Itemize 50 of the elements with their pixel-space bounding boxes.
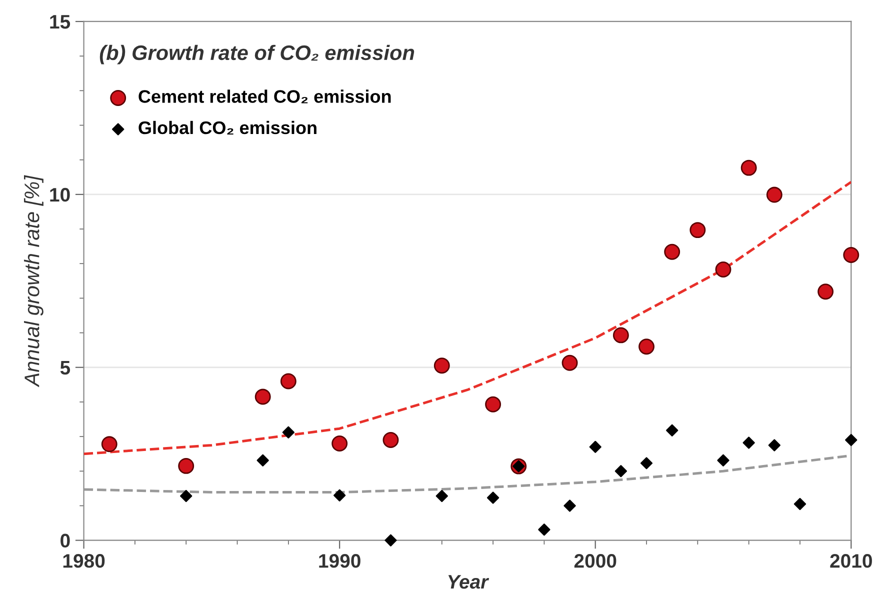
point <box>715 262 732 278</box>
legend-label: Global CO₂ emission <box>138 120 316 135</box>
point <box>564 500 576 512</box>
point <box>382 432 399 448</box>
point <box>180 490 192 502</box>
point <box>178 458 194 474</box>
x-axis-title: Year <box>448 575 490 589</box>
point <box>282 426 294 438</box>
point <box>717 454 730 466</box>
point <box>690 222 706 238</box>
point <box>256 454 269 466</box>
point <box>254 388 271 405</box>
point <box>742 436 755 449</box>
point <box>768 439 780 452</box>
point <box>843 246 860 263</box>
point <box>538 524 550 536</box>
point <box>332 435 348 452</box>
point <box>333 489 346 502</box>
point <box>666 424 678 436</box>
line-series <box>84 180 852 456</box>
point <box>794 498 806 510</box>
text: (b) Growth rate of CO₂ emission <box>100 44 414 64</box>
point <box>562 354 578 371</box>
y-axis-title: Annual growth rate [%] <box>24 175 44 388</box>
x-tick-label: 2000 <box>574 554 616 568</box>
x-tick-label: 1990 <box>319 554 360 568</box>
y-tick-label: 10 <box>50 188 70 202</box>
point <box>436 490 448 502</box>
point <box>818 284 834 300</box>
x-tick-label: 1980 <box>63 554 105 568</box>
point <box>612 327 629 344</box>
y-tick-label: 5 <box>60 361 70 375</box>
point <box>845 434 858 446</box>
point <box>638 338 654 355</box>
point <box>485 396 502 412</box>
point <box>384 534 397 546</box>
point <box>766 186 782 203</box>
y-tick-label: 15 <box>50 15 70 29</box>
point <box>740 160 757 176</box>
point <box>101 436 118 452</box>
legend-label: Cement related CO₂ emission <box>138 90 391 104</box>
point <box>614 465 627 478</box>
x-tick-label: 2010 <box>830 554 872 568</box>
point <box>664 244 680 260</box>
point <box>640 457 653 470</box>
point <box>589 440 602 454</box>
point <box>434 358 450 374</box>
point <box>486 492 500 504</box>
point <box>280 373 296 390</box>
y-tick-label: 0 <box>60 534 70 548</box>
